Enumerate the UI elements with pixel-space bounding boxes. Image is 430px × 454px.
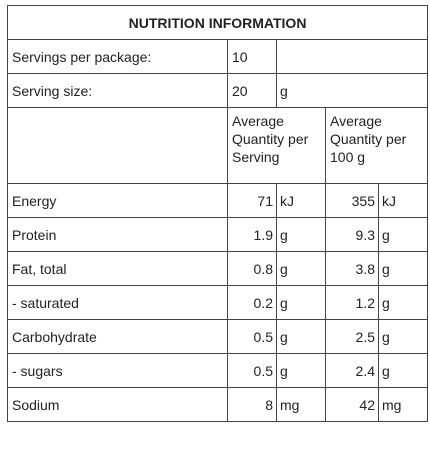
value: 8	[227, 387, 277, 422]
unit: g	[276, 285, 326, 320]
value: 10	[227, 39, 277, 74]
value: 0.8	[227, 251, 277, 286]
unit: g	[276, 251, 326, 286]
value: 1.2	[325, 285, 379, 320]
unit: g	[377, 251, 429, 286]
value: 9.3	[325, 217, 379, 252]
unit: mg	[377, 387, 429, 422]
value: 2.4	[325, 353, 379, 388]
value: 0.5	[227, 353, 277, 388]
value: 0.2	[227, 285, 277, 320]
value: 0.5	[227, 319, 277, 354]
unit: kJ	[377, 183, 429, 218]
unit: mg	[276, 387, 326, 422]
title: NUTRITION INFORMATION	[6, 5, 429, 40]
row-label: Fat, total	[7, 251, 228, 286]
value: 71	[227, 183, 277, 218]
unit: g	[276, 319, 326, 354]
row-label: Serving size:	[7, 73, 228, 108]
nutrient-row: Protein 1.9 g 9.3 g	[7, 217, 429, 252]
column-header: Average Quantity per 100 g	[324, 107, 429, 184]
value: 3.8	[325, 251, 379, 286]
unit: g	[275, 73, 429, 108]
value: 355	[325, 183, 379, 218]
row-label: Protein	[7, 217, 228, 252]
unit: g	[377, 285, 429, 320]
value: 2.5	[325, 319, 379, 354]
value: 42	[325, 387, 379, 422]
nutrient-row: - sugars 0.5 g 2.4 g	[7, 353, 429, 388]
column-header: Average Quantity per Serving	[227, 107, 326, 184]
unit: g	[276, 353, 326, 388]
nutrient-row: Sodium 8 mg 42 mg	[7, 387, 429, 422]
empty-cell	[7, 107, 228, 184]
unit: kJ	[276, 183, 326, 218]
unit: g	[377, 319, 429, 354]
value: 1.9	[227, 217, 277, 252]
unit: g	[276, 217, 326, 252]
row-label: Servings per package:	[7, 39, 228, 74]
nutrition-table: NUTRITION INFORMATION Servings per packa…	[6, 5, 429, 422]
nutrient-row: Energy 71 kJ 355 kJ	[7, 183, 429, 218]
row-label: Sodium	[7, 387, 228, 422]
row-label: - sugars	[7, 353, 228, 388]
row-label: - saturated	[7, 285, 228, 320]
nutrient-row: Fat, total 0.8 g 3.8 g	[7, 251, 429, 286]
empty-cell	[275, 39, 429, 74]
nutrient-row: Carbohydrate 0.5 g 2.5 g	[7, 319, 429, 354]
row-label: Energy	[7, 183, 228, 218]
value: 20	[227, 73, 277, 108]
nutrient-row: - saturated 0.2 g 1.2 g	[7, 285, 429, 320]
row-label: Carbohydrate	[7, 319, 228, 354]
unit: g	[377, 217, 429, 252]
unit: g	[377, 353, 429, 388]
